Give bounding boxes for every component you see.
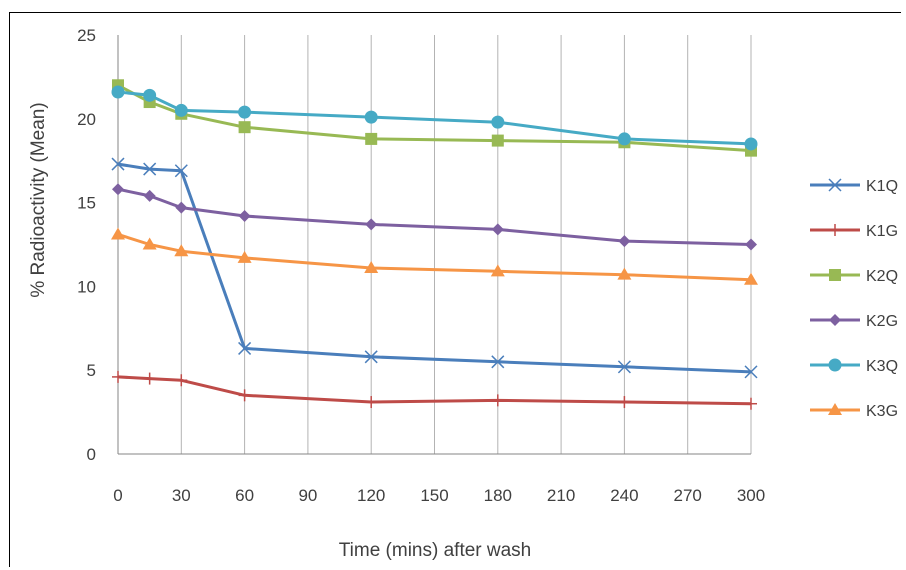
data-point-k1q xyxy=(364,350,378,364)
data-point-k1q xyxy=(617,360,631,374)
data-point-k2g xyxy=(491,223,504,236)
data-point-k3q xyxy=(111,85,125,99)
legend-item-k2q: K2Q xyxy=(810,268,898,285)
legend-marker xyxy=(829,314,841,326)
x-tick-label: 60 xyxy=(235,486,254,505)
data-point-k2q xyxy=(365,132,378,145)
x-tick-label: 210 xyxy=(547,486,575,505)
y-tick-label: 15 xyxy=(77,194,96,213)
data-point-k1g xyxy=(745,397,757,410)
y-tick-label: 0 xyxy=(87,445,96,464)
data-point-k2g xyxy=(618,235,631,248)
legend-marker xyxy=(828,403,842,415)
legend-item-k3g: K3G xyxy=(810,403,898,420)
data-point-k1q xyxy=(491,355,505,369)
data-point-k3q xyxy=(491,115,505,129)
x-tick-label: 30 xyxy=(172,486,191,505)
data-point-k1g xyxy=(491,394,504,407)
data-point-k1q xyxy=(238,341,252,355)
x-tick-label: 90 xyxy=(298,486,317,505)
x-tick-label: 150 xyxy=(420,486,448,505)
x-tick-label: 120 xyxy=(357,486,385,505)
x-tick-label: 270 xyxy=(674,486,702,505)
x-tick-label: 180 xyxy=(484,486,512,505)
x-tick-label: 300 xyxy=(737,486,765,505)
series-line-k1q xyxy=(117,162,752,374)
data-point-k3g xyxy=(364,260,379,273)
legend-label: K2G xyxy=(866,313,898,330)
data-point-k2g xyxy=(143,189,156,202)
legend-item-k2g: K2G xyxy=(810,313,898,330)
y-tick-label: 25 xyxy=(77,26,96,45)
data-point-k1q xyxy=(111,157,125,171)
legend-label: K3G xyxy=(866,403,898,420)
x-tick-label: 240 xyxy=(610,486,638,505)
legend-item-k3q: K3Q xyxy=(810,358,898,375)
data-point-k3q xyxy=(364,110,378,124)
data-point-k2q xyxy=(491,134,504,147)
data-point-k1g xyxy=(238,389,251,402)
data-point-k3q xyxy=(143,88,157,102)
data-point-k3q xyxy=(174,103,188,117)
y-tick-labels: 0 5 10 15 20 25 xyxy=(77,26,96,464)
data-point-k3g xyxy=(142,237,157,250)
data-point-k3q xyxy=(617,132,631,146)
axes xyxy=(117,35,751,455)
data-point-k3g xyxy=(237,250,252,263)
data-point-k3g xyxy=(744,272,758,285)
legend-label: K2Q xyxy=(866,268,898,285)
legend-item-k1q: K1Q xyxy=(810,178,898,195)
series-line-k3g xyxy=(117,232,752,282)
legend-marker xyxy=(829,224,841,236)
gridlines xyxy=(180,35,752,454)
data-point-k1q xyxy=(143,162,157,176)
y-tick-label: 10 xyxy=(77,277,96,296)
y-axis-title: % Radioactivity (Mean) xyxy=(28,102,49,297)
data-point-k2g xyxy=(365,218,378,231)
data-point-k1q xyxy=(174,164,188,178)
y-tick-label: 20 xyxy=(77,110,96,129)
legend-item-k1g: K1G xyxy=(810,223,898,240)
data-point-k1g xyxy=(618,396,631,409)
data-point-k2g xyxy=(238,210,251,223)
data-point-k3g xyxy=(111,227,125,240)
legend-marker xyxy=(828,178,842,192)
series-lines xyxy=(111,79,758,410)
series-line-k2g xyxy=(117,187,752,246)
x-tick-labels: 0 30 60 90 120 150 180 210 240 270 300 xyxy=(113,486,765,505)
legend-label: K1Q xyxy=(866,178,898,195)
x-axis-title: Time (mins) after wash xyxy=(339,540,532,561)
data-point-k2g xyxy=(745,238,757,251)
legend-label: K1G xyxy=(866,223,898,240)
x-tick-label: 0 xyxy=(113,486,122,505)
legend: K1Q K1G K2Q K2G K3Q K3G xyxy=(810,178,898,420)
data-point-k1g xyxy=(365,396,378,409)
data-point-k3q xyxy=(744,137,758,151)
y-tick-label: 5 xyxy=(87,361,96,380)
data-point-k3g xyxy=(174,244,189,257)
legend-label: K3Q xyxy=(866,358,898,375)
data-point-k1q xyxy=(744,365,758,379)
legend-marker xyxy=(828,358,842,372)
chart-frame xyxy=(9,12,901,567)
data-point-k1g xyxy=(112,370,124,383)
data-point-k1g xyxy=(143,372,156,385)
data-point-k2q xyxy=(238,121,251,134)
data-point-k2g xyxy=(112,183,124,196)
data-point-k3g xyxy=(490,264,505,277)
legend-marker xyxy=(829,269,841,281)
data-point-k2g xyxy=(175,201,188,214)
data-point-k3g xyxy=(617,267,632,280)
data-point-k3q xyxy=(238,105,252,119)
data-point-k1g xyxy=(175,374,188,387)
